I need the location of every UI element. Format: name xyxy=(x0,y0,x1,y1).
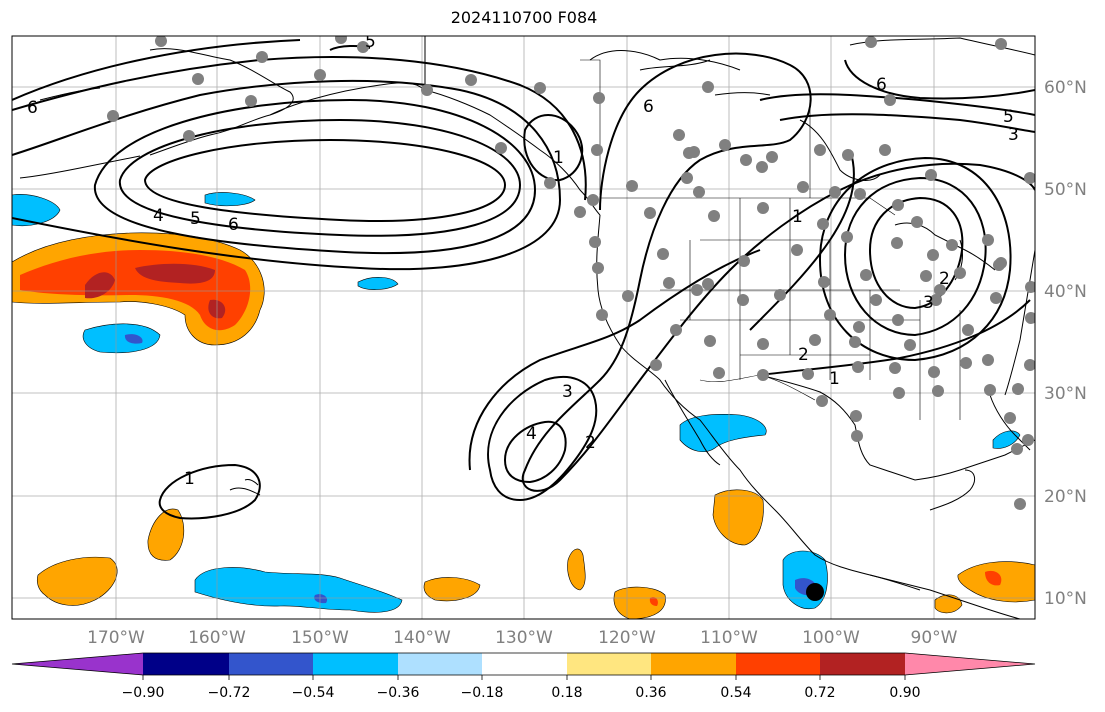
contour-label: 3 xyxy=(923,293,934,313)
lon-label: 100°W xyxy=(802,628,860,648)
colorbar-seg-8 xyxy=(736,653,820,675)
lat-label: 40°N xyxy=(1044,282,1087,302)
colorbar-tick: −0.90 xyxy=(122,685,165,701)
lon-label: 140°W xyxy=(393,628,451,648)
colorbar-tick: −0.54 xyxy=(292,685,335,701)
contour-gulf-alaska xyxy=(523,114,584,182)
contour-east xyxy=(759,299,1031,376)
colorbar-tick: −0.36 xyxy=(377,685,420,701)
lat-label: 30°N xyxy=(1044,384,1087,404)
colorbar-tick: 0.90 xyxy=(889,685,920,701)
lon-label: 160°W xyxy=(188,628,246,648)
colorbar-tick: 0.72 xyxy=(804,685,835,701)
florida xyxy=(989,394,1031,451)
contour-label: 3 xyxy=(1008,125,1019,145)
contour-label: 4 xyxy=(526,424,537,444)
contour-hawaii xyxy=(158,463,261,520)
central-america xyxy=(869,574,1021,619)
station-dots xyxy=(107,36,1035,510)
lon-label: 110°W xyxy=(700,628,758,648)
contour-label: 3 xyxy=(562,382,573,402)
lon-label: 150°W xyxy=(291,628,349,648)
lat-label: 20°N xyxy=(1044,487,1087,507)
colorbar-tick: 0.54 xyxy=(720,685,751,701)
contour-label: 6 xyxy=(876,75,887,95)
colorbar-seg-2 xyxy=(229,653,313,675)
lon-label: 120°W xyxy=(598,628,656,648)
gulf-coast xyxy=(759,374,1035,481)
yucatan xyxy=(929,469,976,511)
contour-ellipse-2 xyxy=(118,118,522,237)
contour-label: 5 xyxy=(365,32,376,52)
contour-label: 1 xyxy=(829,369,840,389)
contour-label: 1 xyxy=(553,148,564,168)
contour-label: 2 xyxy=(939,269,950,289)
baja xyxy=(664,379,721,466)
colorbar-seg-10 xyxy=(905,653,1035,675)
contour-label: 1 xyxy=(184,469,195,489)
contour-trough xyxy=(521,52,1035,492)
contour-label: 5 xyxy=(1003,107,1014,127)
longitude-labels: 170°W 160°W 150°W 140°W 130°W 120°W 110°… xyxy=(87,628,958,648)
plot-frame xyxy=(11,35,1036,620)
colorbar-seg-0 xyxy=(12,653,143,675)
colorbar-seg-4 xyxy=(398,653,482,675)
contour-label: 1 xyxy=(792,207,803,227)
contour-label: 6 xyxy=(228,215,239,235)
colorbar-seg-5 xyxy=(482,653,567,675)
lat-label: 60°N xyxy=(1044,78,1087,98)
cool-region-west xyxy=(12,194,61,227)
lat-label: 10°N xyxy=(1044,589,1087,609)
colorbar-seg-7 xyxy=(651,653,736,675)
colorbar-seg-3 xyxy=(313,653,398,675)
contour-label: 4 xyxy=(153,206,164,226)
map-title: 2024110700 F084 xyxy=(450,8,598,27)
colorbar: −0.90 −0.72 −0.54 −0.36 −0.18 0.18 0.36 … xyxy=(11,652,1036,701)
contour-southwest xyxy=(468,249,761,471)
contour-label: 6 xyxy=(643,97,654,117)
lon-label: 170°W xyxy=(87,628,145,648)
contour-label: 2 xyxy=(585,433,596,453)
colorbar-seg-1 xyxy=(143,653,229,675)
contour-labels: 6 5 4 5 6 1 6 6 5 3 1 2 1 3 2 4 3 2 1 xyxy=(27,32,1019,489)
colorbar-tick: −0.72 xyxy=(208,685,251,701)
colorbar-tick: −0.18 xyxy=(461,685,504,701)
gridlines xyxy=(12,36,1035,619)
location-marker xyxy=(806,583,824,601)
contour-label: 2 xyxy=(798,345,809,365)
contour-label: 5 xyxy=(190,209,201,229)
latitude-labels: 60°N 50°N 40°N 30°N 20°N 10°N xyxy=(1044,78,1087,609)
us-east-coast xyxy=(1004,249,1035,396)
contour-ellipse-1 xyxy=(143,138,507,222)
colorbar-seg-9 xyxy=(820,653,905,675)
lon-label: 130°W xyxy=(495,628,553,648)
lon-label: 90°W xyxy=(911,628,958,648)
shaded-regions xyxy=(12,192,1035,619)
colorbar-tick: 0.36 xyxy=(635,685,666,701)
colorbar-seg-6 xyxy=(567,653,651,675)
colorbar-tick: 0.18 xyxy=(551,685,582,701)
lat-label: 50°N xyxy=(1044,180,1087,200)
hudson-bay xyxy=(799,119,881,181)
contour-label: 6 xyxy=(27,98,38,118)
cool-region-south xyxy=(194,567,403,613)
